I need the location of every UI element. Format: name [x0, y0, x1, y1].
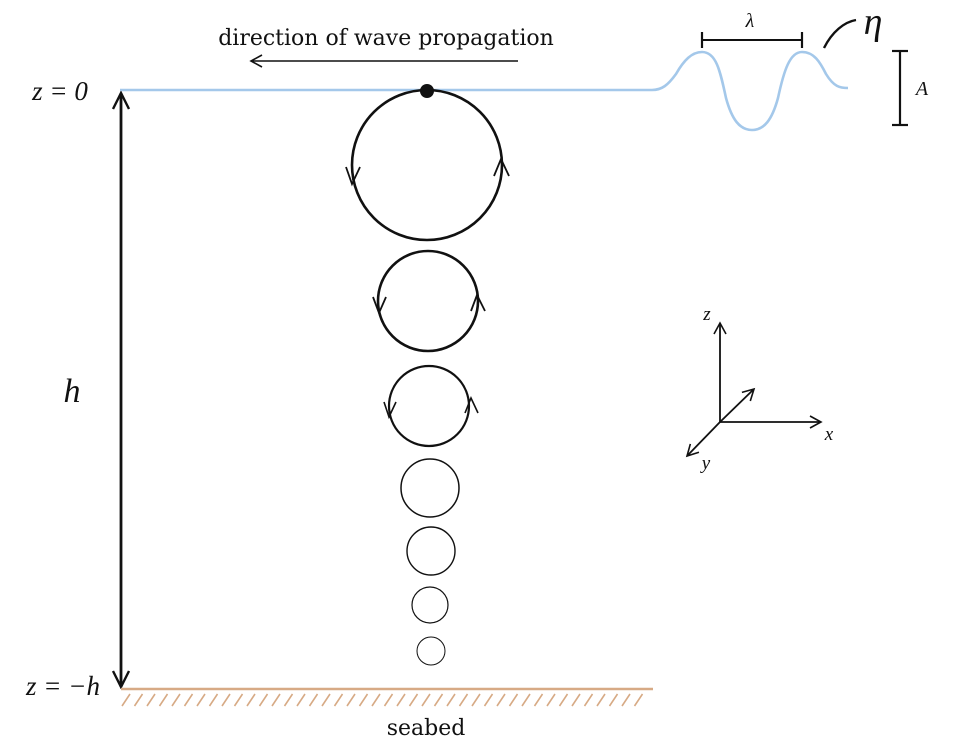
- seabed-hatch-stroke: [633, 693, 644, 707]
- seabed-hatch-stroke: [508, 693, 519, 707]
- orbit-7: [416, 636, 446, 666]
- seabed-hatch-stroke: [533, 693, 544, 707]
- orbit-1-arrow-right: [493, 156, 510, 177]
- seabed-hatch-stroke: [558, 693, 569, 707]
- orbit-5: [406, 526, 456, 576]
- elevation-label: η: [864, 1, 883, 43]
- amplitude-marker: [892, 49, 908, 127]
- seabed-hatch-stroke: [296, 693, 306, 707]
- seabed-hatch-stroke: [146, 693, 156, 707]
- axis-y-label: y: [700, 453, 711, 474]
- seabed-hatch-stroke: [471, 693, 481, 707]
- seabed-hatch-stroke: [421, 693, 431, 707]
- seabed-hatch-stroke: [371, 693, 381, 707]
- axis-z-label: z: [702, 304, 711, 325]
- orbit-2-arrow-right: [470, 292, 486, 312]
- seabed-hatch-stroke: [208, 693, 219, 707]
- orbit-2: [376, 249, 480, 353]
- seabed-hatch-stroke: [571, 693, 581, 707]
- seabed-hatch-stroke: [446, 693, 456, 707]
- depth-label: h: [64, 373, 81, 410]
- seabed-hatch-stroke: [496, 693, 506, 707]
- orbit-1-arrow-left: [345, 166, 361, 187]
- y-axis-back: [719, 387, 756, 423]
- seabed-hatch-stroke: [408, 693, 419, 707]
- seabed-label: seabed: [387, 716, 466, 741]
- wavelength-label: λ: [745, 10, 755, 32]
- seabed-hatch-stroke: [521, 693, 531, 707]
- seabed-hatch-stroke: [121, 693, 131, 707]
- seabed-hatch-stroke: [396, 693, 406, 707]
- seabed-hatch-stroke: [483, 693, 494, 707]
- seabed-hatch-stroke: [596, 693, 606, 707]
- orbit-1: [350, 88, 504, 242]
- seabed-hatch-stroke: [308, 693, 319, 707]
- seabed-hatch-stroke: [546, 693, 556, 707]
- surface-particle: [420, 84, 434, 98]
- seabed-hatch-stroke: [271, 693, 281, 707]
- seabed-hatch-stroke: [196, 693, 206, 707]
- orbit-3-arrow-left: [383, 401, 397, 420]
- seabed-hatch-stroke: [383, 693, 394, 707]
- axis-x-label: x: [824, 424, 834, 445]
- elevation-leader: [822, 18, 857, 49]
- seabed-hatch-stroke: [283, 693, 294, 707]
- z-top-label: z = 0: [31, 76, 88, 106]
- orbit-3: [387, 364, 471, 448]
- seabed-hatch-stroke: [158, 693, 169, 707]
- seabed-hatch-stroke: [621, 693, 631, 707]
- seabed-hatch-stroke: [133, 693, 144, 707]
- direction-label: direction of wave propagation: [218, 26, 554, 51]
- wave-profile: [651, 50, 849, 132]
- coordinate-axes: [685, 321, 823, 458]
- orbital-paths: [345, 88, 510, 666]
- seabed-hatch-stroke: [358, 693, 369, 707]
- z-bottom-label: z = −h: [25, 671, 100, 701]
- seabed-hatch-stroke: [321, 693, 331, 707]
- y-axis: [685, 421, 721, 458]
- seabed-hatch-stroke: [183, 693, 194, 707]
- seabed-hatch-stroke: [246, 693, 256, 707]
- amplitude-label: A: [914, 78, 929, 100]
- seabed-hatch: [121, 693, 644, 707]
- seabed-hatch-stroke: [346, 693, 356, 707]
- orbit-3-arrow-right: [464, 395, 479, 414]
- seabed-hatch-stroke: [221, 693, 231, 707]
- seabed-hatch-stroke: [433, 693, 444, 707]
- seabed-hatch-stroke: [233, 693, 244, 707]
- seabed-hatch-stroke: [171, 693, 181, 707]
- wavelength-marker: [700, 32, 804, 48]
- seabed-hatch-stroke: [583, 693, 594, 707]
- orbit-2-arrow-left: [372, 296, 387, 316]
- seabed-hatch-stroke: [608, 693, 619, 707]
- orbit-6: [411, 586, 449, 624]
- seabed-hatch-stroke: [258, 693, 269, 707]
- seabed-hatch-stroke: [458, 693, 469, 707]
- orbit-4: [400, 458, 460, 518]
- seabed-hatch-stroke: [333, 693, 344, 707]
